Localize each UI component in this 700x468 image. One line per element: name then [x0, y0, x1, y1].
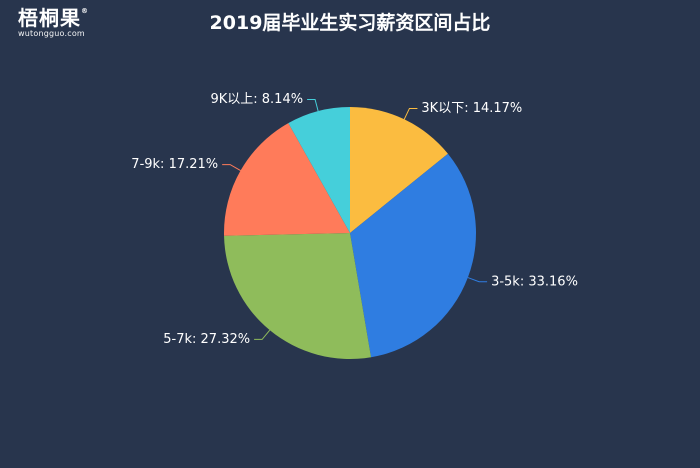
- leader-line-4: [307, 98, 319, 112]
- logo-domain: wutongguo.com: [18, 29, 85, 38]
- slice-label-1: 3-5k: 33.16%: [491, 274, 578, 289]
- leader-line-2: [254, 329, 271, 340]
- chart-title: 2019届毕业生实习薪资区间占比: [209, 12, 491, 34]
- leader-line-3: [222, 164, 241, 171]
- leader-line-1: [467, 277, 488, 283]
- pie-slice-0[interactable]: [350, 107, 448, 233]
- pie-slice-4[interactable]: [288, 107, 350, 233]
- logo-name-text: 梧桐果: [18, 6, 81, 30]
- slice-label-2: 5-7k: 27.32%: [163, 332, 250, 347]
- logo-registered-mark: ®: [81, 7, 89, 15]
- slice-label-3: 7-9k: 17.21%: [131, 157, 218, 172]
- leader-line-0: [403, 107, 418, 120]
- pie-slice-1[interactable]: [350, 153, 476, 358]
- slice-label-4: 9K以上: 8.14%: [210, 92, 303, 107]
- slice-label-0: 3K以下: 14.17%: [421, 101, 522, 116]
- pie-slice-2[interactable]: [224, 233, 372, 359]
- brand-logo: 梧桐果 ® wutongguo.com: [18, 6, 88, 38]
- logo-name: 梧桐果 ®: [18, 6, 88, 30]
- pie-slice-3[interactable]: [223, 123, 350, 236]
